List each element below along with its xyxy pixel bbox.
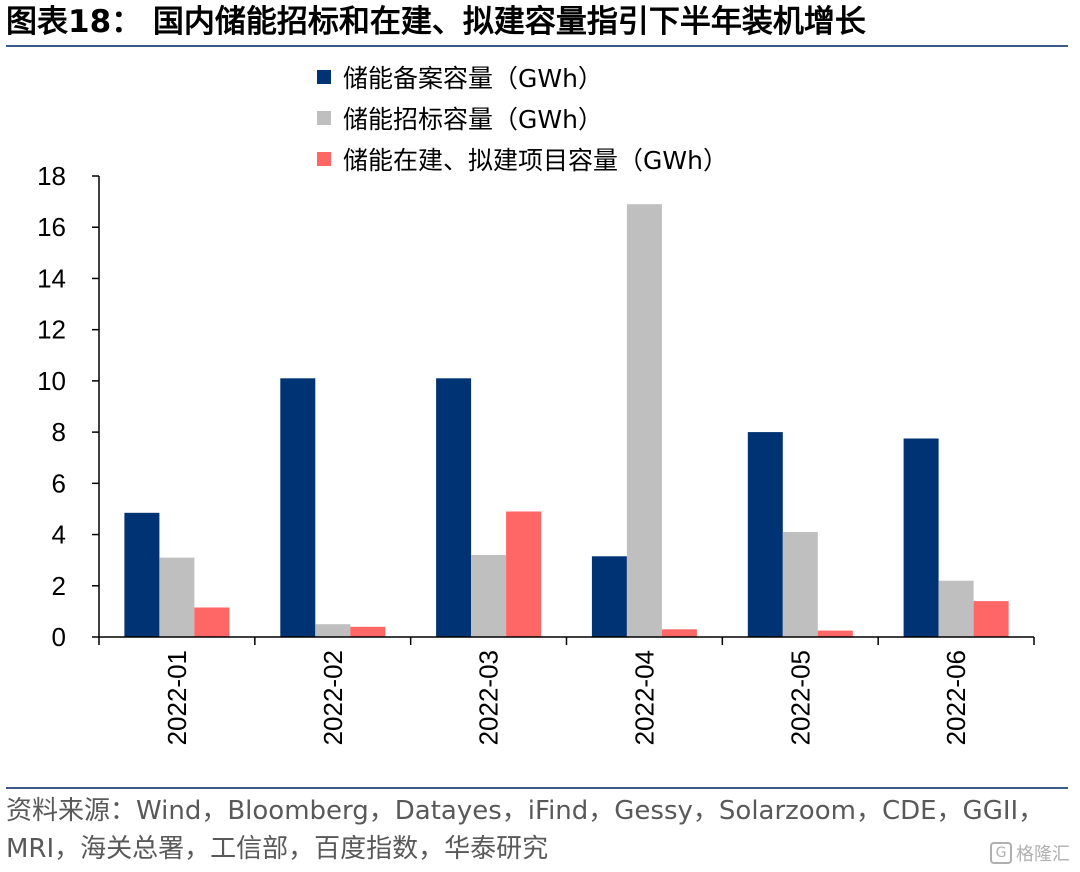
x-tick-label-2022-02: 2022-02 [318, 650, 348, 745]
x-tick-label-2022-06: 2022-06 [941, 650, 971, 745]
bars-group [124, 204, 1009, 637]
y-tick-label-4: 4 [52, 520, 66, 550]
bar-2022-02-series-0 [280, 378, 316, 637]
bar-2022-06-series-0 [903, 438, 939, 637]
legend-item-construction: 储能在建、拟建项目容量（GWh） [317, 138, 728, 179]
y-tick-label-18: 18 [37, 161, 66, 191]
x-tick-label-2022-05: 2022-05 [785, 650, 815, 745]
title-divider [6, 45, 1068, 47]
legend-swatch-construction [317, 151, 331, 166]
bar-2022-03-series-1 [471, 555, 507, 637]
y-tick-label-0: 0 [52, 622, 66, 652]
bar-2022-03-series-0 [436, 378, 472, 637]
y-tick-label-12: 12 [37, 315, 66, 345]
y-tick-label-10: 10 [37, 366, 66, 396]
legend-label-tender: 储能招标容量（GWh） [343, 104, 603, 134]
bar-2022-01-series-0 [124, 512, 160, 637]
x-tick-label-2022-01: 2022-01 [162, 650, 192, 745]
footer-divider [6, 787, 1068, 789]
legend-item-filing: 储能备案容量（GWh） [317, 56, 728, 97]
bar-2022-01-series-2 [194, 607, 230, 637]
x-axis-ticks: 2022-01 2022-02 2022-03 2022-04 2022-05 2022-… [98, 637, 1035, 745]
x-tick-label-2022-04: 2022-04 [629, 650, 659, 745]
bar-2022-06-series-1 [938, 580, 974, 637]
bar-2022-02-series-1 [315, 624, 351, 637]
g-logo-icon: G [990, 842, 1012, 864]
bar-2022-04-series-1 [626, 204, 662, 637]
bar-2022-06-series-2 [973, 601, 1009, 637]
legend-swatch-tender [317, 110, 331, 125]
y-tick-label-2: 2 [52, 571, 66, 601]
x-tick-label-2022-03: 2022-03 [474, 650, 504, 745]
y-tick-label-14: 14 [37, 263, 66, 293]
bar-2022-01-series-1 [159, 557, 195, 637]
legend-item-tender: 储能招标容量（GWh） [317, 97, 728, 138]
chart-title: 图表18： 国内储能招标和在建、拟建容量指引下半年装机增长 [6, 4, 866, 40]
source-note: 资料来源：Wind，Bloomberg，Datayes，iFind，Gessy，… [6, 796, 1045, 864]
bar-2022-03-series-2 [506, 511, 542, 637]
legend-label-construction: 储能在建、拟建项目容量（GWh） [343, 145, 728, 175]
bar-2022-04-series-0 [591, 556, 627, 637]
y-axis-ticks: 0 2 4 6 8 10 12 14 16 18 [37, 161, 99, 652]
bar-2022-05-series-2 [817, 630, 853, 637]
watermark: G 格隆汇 [990, 840, 1070, 866]
bar-2022-04-series-2 [661, 629, 697, 637]
watermark-text: 格隆汇 [1016, 844, 1070, 865]
bar-2022-05-series-1 [782, 532, 818, 637]
bar-2022-05-series-0 [747, 432, 783, 637]
legend-label-filing: 储能备案容量（GWh） [343, 63, 603, 93]
legend-swatch-filing [317, 69, 331, 84]
y-tick-label-8: 8 [52, 417, 66, 447]
y-tick-label-6: 6 [52, 468, 66, 498]
legend: 储能备案容量（GWh） 储能招标容量（GWh） 储能在建、拟建项目容量（GWh） [317, 56, 728, 179]
bar-2022-02-series-2 [350, 626, 386, 637]
y-tick-label-16: 16 [37, 212, 66, 242]
axes-group [98, 176, 1034, 638]
